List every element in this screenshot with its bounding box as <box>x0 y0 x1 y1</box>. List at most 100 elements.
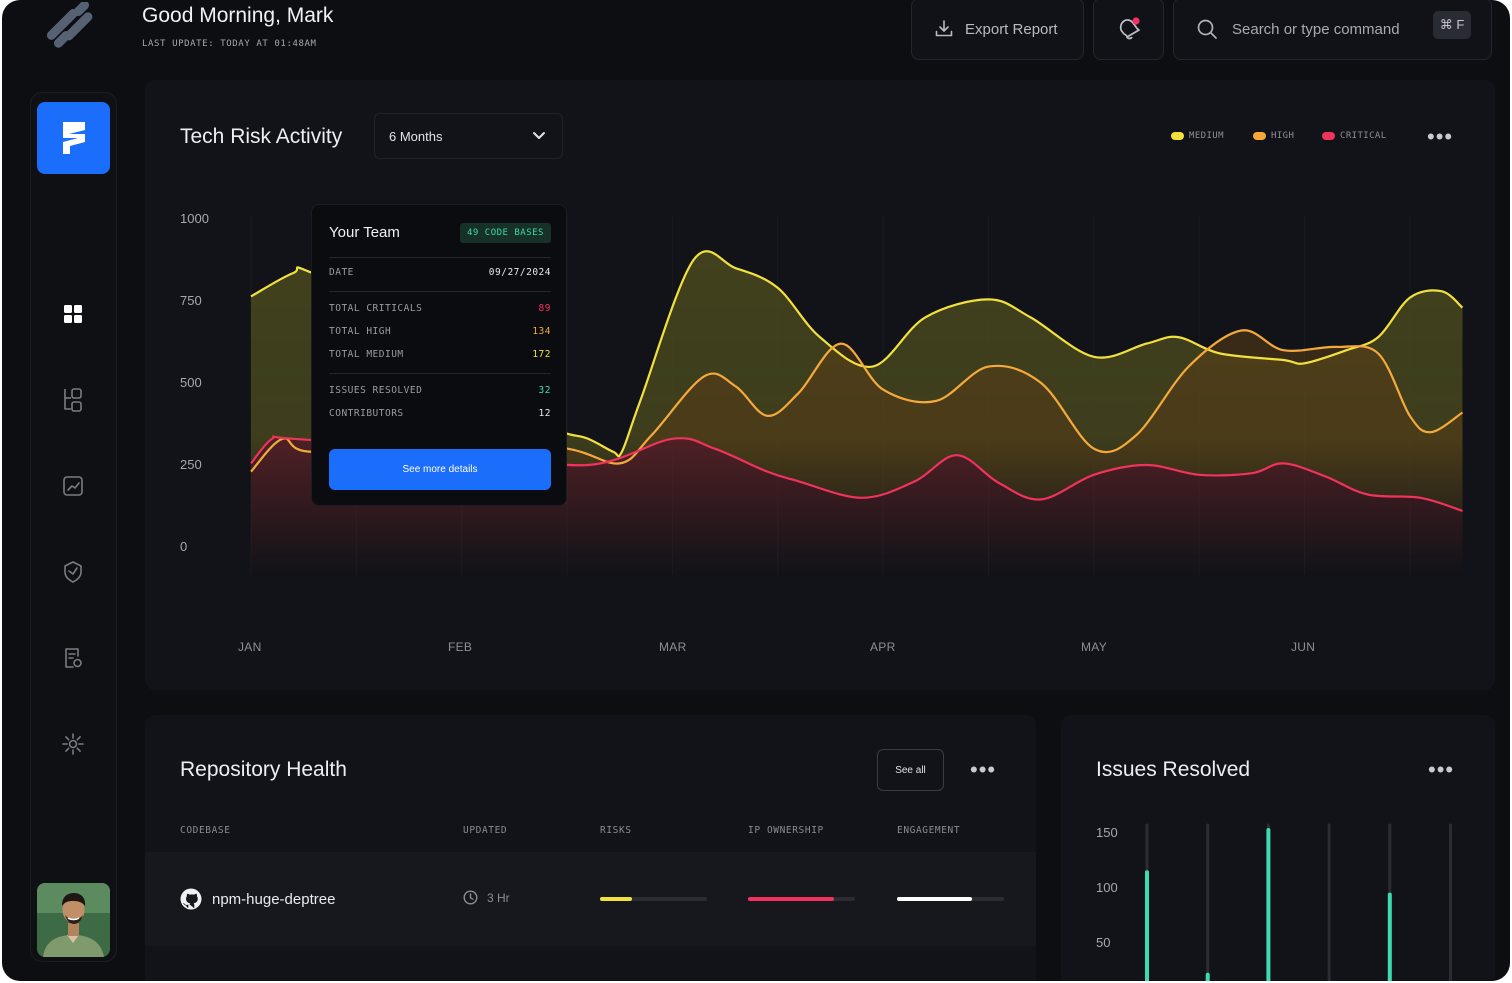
legend-medium[interactable]: MEDIUM <box>1171 131 1224 141</box>
repo-health-title: Repository Health <box>180 758 347 781</box>
column-header-risks[interactable]: RISKS <box>600 825 632 836</box>
period-select[interactable]: 6 Months <box>374 113 563 159</box>
ip-ownership-bar <box>748 897 855 901</box>
tooltip-contributors-value: 12 <box>538 408 551 419</box>
tooltip-resolved-label: ISSUES RESOLVED <box>329 385 423 396</box>
tooltip-medium-row: TOTAL MEDIUM 172 <box>329 349 551 360</box>
chart-more-menu-icon[interactable]: ••• <box>1427 124 1454 149</box>
search-shortcut-badge: ⌘ F <box>1433 11 1471 39</box>
updated-cell: 3 Hr <box>463 890 510 905</box>
brand-flag-icon <box>62 122 85 154</box>
export-report-label: Export Report <box>965 20 1058 38</box>
settings-sun-icon <box>62 733 84 755</box>
see-more-details-button[interactable]: See more details <box>329 449 551 490</box>
nav-dashboard[interactable] <box>59 300 87 328</box>
tooltip-high-label: TOTAL HIGH <box>329 326 392 337</box>
x-tick: APR <box>870 640 896 654</box>
nav-settings[interactable] <box>59 730 87 758</box>
brand-button[interactable] <box>37 102 110 174</box>
code-bases-badge: 49 CODE BASES <box>460 223 551 243</box>
legend-high-label: HIGH <box>1271 131 1295 141</box>
y-tick: 1000 <box>180 211 209 226</box>
x-tick: FEB <box>448 640 473 654</box>
column-header-engagement[interactable]: ENGAGEMENT <box>897 825 961 836</box>
export-report-button[interactable]: Export Report <box>911 0 1084 60</box>
tooltip-medium-value: 172 <box>532 349 551 360</box>
tooltip-date-row: DATE 09/27/2024 <box>329 267 551 278</box>
nav-reports[interactable] <box>59 472 87 500</box>
y-tick: 250 <box>180 457 202 472</box>
risks-bar-fill <box>600 897 633 901</box>
chart-title: Tech Risk Activity <box>180 125 343 148</box>
repo-more-menu-icon[interactable]: ••• <box>970 757 997 782</box>
search-icon <box>1197 19 1217 39</box>
shield-icon <box>64 561 82 583</box>
app-logo[interactable] <box>46 2 98 48</box>
last-update-text: LAST UPDATE: TODAY AT 01:48AM <box>142 39 317 49</box>
github-icon <box>180 888 202 910</box>
issues-y-tick: 100 <box>1096 880 1118 895</box>
engagement-bar-fill <box>897 897 972 901</box>
tooltip-resolved-value: 32 <box>538 385 551 396</box>
nav-documents[interactable] <box>59 644 87 672</box>
download-icon <box>935 20 953 37</box>
ip-ownership-bar-fill <box>748 897 834 901</box>
tooltip-resolved-row: ISSUES RESOLVED 32 <box>329 385 551 396</box>
dashboard-grid-icon <box>64 305 82 323</box>
legend-medium-swatch <box>1171 132 1184 140</box>
engagement-bar <box>897 897 1004 901</box>
updated-value: 3 Hr <box>487 890 510 905</box>
notifications-button[interactable] <box>1093 0 1164 60</box>
report-chart-icon <box>63 476 83 496</box>
repo-name-label: npm-huge-deptree <box>212 890 336 908</box>
clock-icon <box>463 890 478 905</box>
tooltip-title: Your Team <box>329 224 400 241</box>
tooltip-medium-label: TOTAL MEDIUM <box>329 349 404 360</box>
nav-security[interactable] <box>59 558 87 586</box>
notification-bell-icon <box>1119 17 1140 40</box>
search-placeholder: Search or type command <box>1232 20 1400 38</box>
issues-y-tick: 50 <box>1096 935 1111 950</box>
issues-bar-chart <box>1145 823 1452 981</box>
tooltip-divider <box>329 291 551 292</box>
user-avatar[interactable] <box>37 883 110 957</box>
tooltip-date-value: 09/27/2024 <box>488 267 551 278</box>
tooltip-critical-value: 89 <box>538 303 551 314</box>
legend-medium-label: MEDIUM <box>1189 131 1224 141</box>
tooltip-critical-label: TOTAL CRITICALS <box>329 303 423 314</box>
y-tick: 0 <box>180 539 188 554</box>
repository-health-card: Repository Health See all ••• CODEBASE U… <box>145 715 1036 981</box>
risks-bar <box>600 897 707 901</box>
legend-critical-label: CRITICAL <box>1340 131 1387 141</box>
see-all-button[interactable]: See all <box>877 749 944 791</box>
hierarchy-icon <box>64 388 82 412</box>
issues-resolved-card: Issues Resolved ••• 150 100 50 <box>1061 715 1495 981</box>
tooltip-divider <box>329 257 551 258</box>
document-icon <box>65 648 82 668</box>
legend-high[interactable]: HIGH <box>1253 131 1294 141</box>
tooltip-critical-row: TOTAL CRITICALS 89 <box>329 303 551 314</box>
sidebar <box>30 92 117 962</box>
legend-high-swatch <box>1253 132 1266 140</box>
legend-critical[interactable]: CRITICAL <box>1322 131 1387 141</box>
command-search[interactable]: Search or type command ⌘ F <box>1173 0 1492 60</box>
y-tick: 750 <box>180 293 202 308</box>
chevron-down-icon <box>533 132 545 139</box>
tooltip-contributors-label: CONTRIBUTORS <box>329 408 404 419</box>
greeting-title: Good Morning, Mark <box>142 4 334 27</box>
issues-resolved-title: Issues Resolved <box>1096 758 1251 781</box>
column-header-ip-ownership[interactable]: IP OWNERSHIP <box>748 825 824 836</box>
nav-hierarchy[interactable] <box>59 386 87 414</box>
repo-name-cell[interactable]: npm-huge-deptree <box>180 888 335 910</box>
period-select-value: 6 Months <box>389 128 443 144</box>
tooltip-contributors-row: CONTRIBUTORS 12 <box>329 408 551 419</box>
y-tick: 500 <box>180 375 202 390</box>
tooltip-date-label: DATE <box>329 267 354 278</box>
table-row[interactable]: npm-huge-deptree 3 Hr <box>145 852 1036 946</box>
team-tooltip: Your Team 49 CODE BASES DATE 09/27/2024 … <box>311 204 567 506</box>
tooltip-high-value: 134 <box>532 326 551 337</box>
column-header-updated[interactable]: UPDATED <box>463 825 508 836</box>
x-tick: JUN <box>1291 640 1316 654</box>
column-header-codebase[interactable]: CODEBASE <box>180 825 231 836</box>
